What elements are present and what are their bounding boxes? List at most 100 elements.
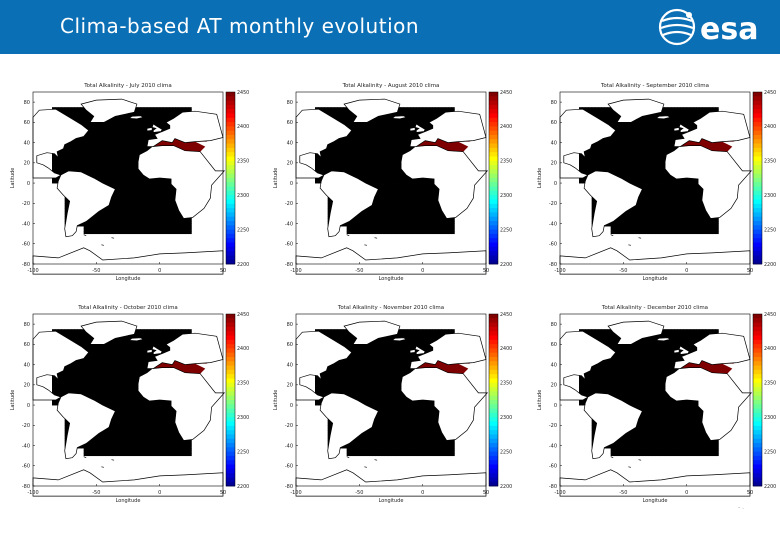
heat-cell bbox=[162, 208, 167, 212]
heat-cell bbox=[413, 119, 417, 123]
alkalinity-map-3: Total Alkalinity - September 2010 clima -… bbox=[532, 78, 777, 293]
heat-cell bbox=[429, 213, 433, 217]
heat-cell bbox=[626, 231, 631, 235]
heat-cell bbox=[683, 205, 688, 209]
heat-cell bbox=[343, 137, 348, 141]
heat-cell bbox=[124, 178, 129, 181]
heat-cell bbox=[140, 221, 145, 224]
heat-cell bbox=[419, 195, 424, 199]
heat-cell bbox=[115, 175, 119, 179]
heat-cell bbox=[620, 223, 624, 227]
heat-cell bbox=[375, 137, 379, 141]
heat-cell bbox=[406, 210, 411, 214]
heat-cell bbox=[80, 142, 85, 146]
heat-cell bbox=[397, 155, 401, 159]
heat-cell bbox=[137, 185, 142, 189]
heat-cell bbox=[391, 203, 395, 207]
heat-cell bbox=[150, 221, 154, 224]
heat-cell bbox=[387, 200, 392, 204]
heat-cell bbox=[413, 213, 417, 217]
heat-cell bbox=[128, 145, 132, 149]
heat-cell bbox=[74, 109, 78, 113]
heat-cell bbox=[639, 195, 643, 199]
heat-cell bbox=[381, 165, 386, 169]
heat-cell bbox=[99, 218, 104, 222]
heat-cell bbox=[327, 200, 332, 204]
heat-cell bbox=[429, 124, 433, 128]
heat-cell bbox=[134, 147, 138, 151]
heat-cell bbox=[327, 210, 332, 214]
heat-cell bbox=[102, 167, 107, 171]
heat-cell bbox=[403, 114, 408, 118]
heat-cell bbox=[677, 221, 681, 224]
heat-cell bbox=[112, 228, 116, 232]
heat-cell bbox=[188, 228, 192, 232]
heat-cell bbox=[422, 178, 427, 181]
heat-cell bbox=[61, 155, 66, 159]
heat-cell bbox=[115, 198, 119, 202]
heat-cell bbox=[384, 117, 389, 121]
heat-cell bbox=[166, 200, 170, 204]
heat-cell bbox=[416, 208, 420, 212]
heat-cell bbox=[356, 157, 360, 161]
heat-cell bbox=[362, 152, 367, 156]
heat-cell bbox=[394, 165, 398, 169]
heat-cell bbox=[327, 208, 332, 212]
heat-cell bbox=[137, 205, 142, 209]
heat-cell bbox=[381, 200, 386, 204]
heat-cell bbox=[419, 185, 424, 189]
heat-cell bbox=[387, 218, 392, 222]
heat-cell bbox=[378, 122, 382, 126]
heat-cell bbox=[340, 140, 344, 143]
heat-cell bbox=[143, 117, 148, 121]
heat-cell bbox=[413, 215, 417, 219]
heat-cell bbox=[391, 132, 395, 136]
heat-cell bbox=[432, 195, 436, 199]
heat-cell bbox=[438, 107, 443, 111]
heat-cell bbox=[353, 172, 357, 176]
heat-cell bbox=[128, 152, 132, 156]
heat-cell bbox=[406, 231, 411, 235]
heat-cell bbox=[118, 195, 123, 199]
heat-cell bbox=[121, 178, 126, 181]
heat-cell bbox=[137, 183, 142, 186]
heat-cell bbox=[375, 142, 379, 146]
heat-cell bbox=[362, 226, 367, 229]
heat-cell bbox=[77, 150, 81, 154]
heat-cell bbox=[413, 107, 417, 111]
land-europe bbox=[409, 110, 487, 147]
heat-cell bbox=[340, 147, 344, 151]
y-tick-label: -80 bbox=[22, 262, 30, 268]
heat-cell bbox=[689, 228, 694, 232]
heat-cell bbox=[435, 215, 439, 219]
heat-cell bbox=[623, 226, 627, 229]
heat-cell bbox=[683, 226, 688, 229]
heat-cell bbox=[55, 160, 59, 164]
heat-cell bbox=[693, 215, 697, 219]
land-iceland bbox=[391, 115, 408, 120]
heat-cell bbox=[365, 167, 370, 171]
heat-cell bbox=[365, 145, 370, 149]
heat-cell bbox=[327, 112, 332, 116]
heat-cell bbox=[620, 218, 624, 222]
heat-cell bbox=[416, 215, 420, 219]
heat-cell bbox=[147, 223, 151, 227]
heat-cell bbox=[636, 200, 640, 204]
heat-cell bbox=[109, 208, 113, 212]
colorbar-segment bbox=[489, 152, 498, 157]
heat-cell bbox=[90, 147, 94, 151]
heat-cell bbox=[617, 231, 621, 235]
heat-cell bbox=[368, 122, 373, 126]
heat-cell bbox=[699, 198, 703, 202]
heat-cell bbox=[90, 155, 94, 159]
heat-cell bbox=[172, 208, 176, 212]
heat-cell bbox=[689, 231, 694, 235]
heat-cell bbox=[375, 183, 379, 186]
heat-cell bbox=[143, 226, 148, 229]
heat-cell bbox=[658, 221, 662, 224]
heat-cell bbox=[683, 198, 688, 202]
heat-cell bbox=[118, 155, 123, 159]
heat-cell bbox=[413, 193, 417, 197]
heat-cell bbox=[381, 198, 386, 202]
heat-cell bbox=[172, 190, 176, 194]
